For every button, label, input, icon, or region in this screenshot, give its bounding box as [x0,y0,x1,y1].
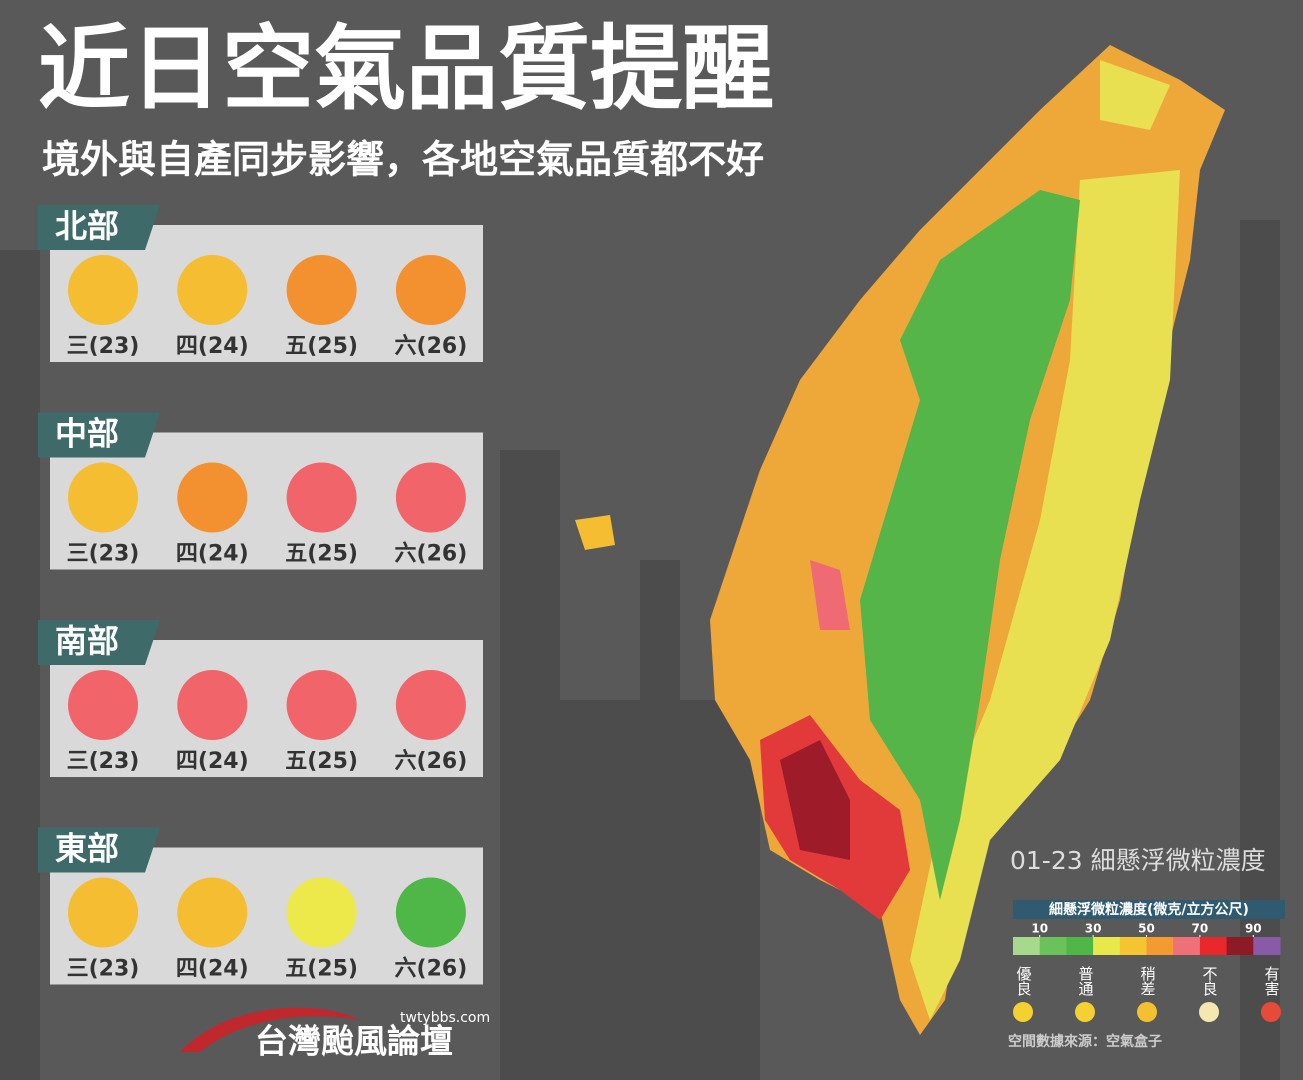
day-label: 三(23) [67,749,140,774]
legend-swatch [1226,937,1254,955]
legend-swatch [1066,937,1094,955]
legend-face [1199,1002,1219,1022]
day-label: 五(25) [285,957,358,982]
day-label: 三(23) [67,542,140,567]
day-label: 五(25) [285,334,358,359]
legend-tick-label: 30 [1085,922,1102,936]
legend-level: 優良 [1015,966,1033,996]
map-caption: 01-23 細懸浮微粒濃度 [1010,846,1266,875]
day-label: 五(25) [285,542,358,567]
legend: 10 30 50 70 90 優良 普通 稍差 不良 有害 [1013,922,1281,1022]
legend-swatch [1119,937,1147,955]
day-label: 六(26) [395,542,468,567]
map-source: 空間數據來源：空氣盒子 [1008,1033,1162,1050]
aqi-circle [395,255,466,325]
legend-tick-label: 50 [1138,922,1155,936]
legend-face [1261,1002,1281,1022]
legend-tick-label: 10 [1031,922,1048,936]
aqi-circle [286,462,357,533]
region-tab [38,205,160,250]
region-tab [38,412,160,458]
logo-name: 台灣颱風論壇 [255,1022,453,1061]
logo-swoosh [180,1007,360,1052]
legend-swatch [1199,937,1228,955]
legend-swatch [1013,937,1041,955]
aqi-circle [177,670,248,740]
regions: 北部三(23) 四(24) 五(25) 六(26)中部三(23) 四(24) 五(25) 六… [38,205,483,985]
legend-tick-label: 70 [1192,922,1209,936]
legend-swatch [1039,937,1067,955]
legend-title-box [1013,900,1285,919]
logo-url: twtybbs.com [400,1010,490,1026]
legend-face [1075,1002,1095,1022]
region-name: 中部 [55,415,119,453]
day-label: 六(26) [395,957,468,982]
legend-swatch [1093,937,1121,955]
aqi-circle [395,462,466,533]
aqi-circle [68,255,138,325]
legend-level: 有害 [1263,966,1281,996]
day-label: 六(26) [395,334,468,359]
legend-level: 普通 [1077,966,1095,996]
day-label: 六(26) [395,749,468,774]
taiwan-map [575,45,1225,1035]
legend-level: 稍差 [1139,966,1157,996]
day-label: 四(24) [176,334,249,359]
region-name: 南部 [55,622,119,660]
day-label: 四(24) [176,542,249,567]
aqi-circle [68,670,138,740]
aqi-circle [395,877,466,948]
region-tab [38,827,160,873]
factory-silhouette [0,220,1280,1080]
region-name: 北部 [55,207,119,245]
title: 近日空氣品質提醒 [38,15,774,122]
aqi-circle [177,255,248,325]
aqi-circle [68,462,138,533]
legend-title: 細懸浮微粒濃度(微克/立方公尺) [1049,901,1249,918]
day-label: 五(25) [285,749,358,774]
region-name: 東部 [55,830,119,868]
legend-swatch [1173,937,1201,955]
region-tab [38,620,160,665]
day-label: 四(24) [176,957,249,982]
aqi-circle [286,670,357,740]
legend-swatch [1253,937,1281,955]
legend-level: 不良 [1201,966,1219,996]
legend-swatch [1146,937,1174,955]
aqi-circle [177,462,248,533]
legend-face [1137,1002,1157,1022]
legend-tick-label: 90 [1245,922,1262,936]
aqi-circle [395,670,466,740]
aqi-circle [68,877,138,948]
aqi-circle [286,255,357,325]
subtitle: 境外與自產同步影響，各地空氣品質都不好 [42,138,764,182]
aqi-circle [177,877,248,948]
day-label: 三(23) [67,957,140,982]
day-label: 三(23) [67,334,140,359]
day-label: 四(24) [176,749,249,774]
aqi-circle [286,877,357,948]
legend-face [1013,1002,1033,1022]
